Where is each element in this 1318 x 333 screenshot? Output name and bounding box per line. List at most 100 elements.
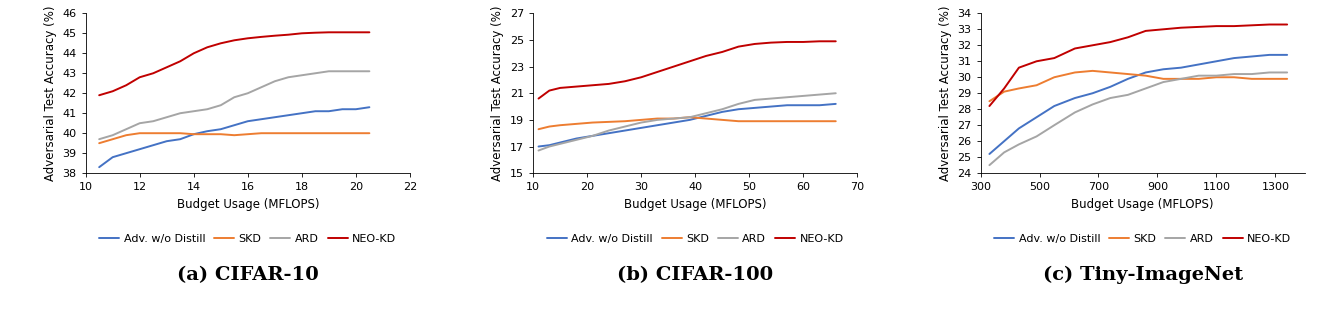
SKD: [568, 122, 584, 126]
SKD: [1120, 72, 1136, 76]
NEO-KD: [601, 82, 617, 86]
NEO-KD: [650, 70, 666, 74]
ARD: [1137, 87, 1153, 91]
NEO-KD: [568, 85, 584, 89]
SKD: [1280, 77, 1296, 81]
NEO-KD: [307, 31, 323, 35]
ARD: [199, 107, 215, 111]
SKD: [779, 119, 795, 123]
ARD: [585, 134, 601, 138]
NEO-KD: [1156, 27, 1172, 31]
SKD: [601, 120, 617, 124]
Adv. w/o Distill: [1028, 115, 1044, 119]
SKD: [585, 121, 601, 125]
ARD: [681, 115, 697, 119]
ARD: [601, 129, 617, 133]
ARD: [91, 137, 107, 141]
ARD: [982, 163, 998, 167]
SKD: [617, 119, 633, 123]
ARD: [105, 133, 121, 137]
SKD: [1011, 87, 1027, 91]
Adv. w/o Distill: [214, 127, 229, 131]
Line: Adv. w/o Distill: Adv. w/o Distill: [99, 107, 369, 167]
Y-axis label: Adversarial Test Accuracy (%): Adversarial Test Accuracy (%): [43, 5, 57, 181]
ARD: [348, 69, 364, 73]
ARD: [730, 102, 746, 106]
SKD: [214, 132, 229, 136]
NEO-KD: [1011, 66, 1027, 70]
Adv. w/o Distill: [812, 103, 828, 107]
ARD: [253, 85, 269, 89]
NEO-KD: [714, 50, 730, 54]
NEO-KD: [779, 40, 795, 44]
Adv. w/o Distill: [227, 123, 243, 127]
NEO-KD: [1261, 23, 1277, 27]
Line: ARD: ARD: [990, 73, 1288, 165]
SKD: [199, 132, 215, 136]
ARD: [1028, 135, 1044, 139]
ARD: [173, 111, 188, 115]
ARD: [714, 107, 730, 111]
ARD: [186, 109, 202, 113]
Adv. w/o Distill: [1280, 53, 1296, 57]
Adv. w/o Distill: [307, 109, 323, 113]
ARD: [240, 91, 256, 95]
ARD: [322, 69, 337, 73]
Line: Adv. w/o Distill: Adv. w/o Distill: [539, 104, 836, 147]
SKD: [91, 141, 107, 145]
Adv. w/o Distill: [699, 114, 714, 118]
SKD: [1085, 69, 1101, 73]
NEO-KD: [552, 86, 568, 90]
NEO-KD: [796, 40, 812, 44]
NEO-KD: [982, 104, 998, 108]
SKD: [982, 99, 998, 103]
Adv. w/o Distill: [1244, 55, 1260, 59]
SKD: [1068, 71, 1083, 75]
NEO-KD: [763, 41, 779, 45]
Adv. w/o Distill: [617, 129, 633, 133]
NEO-KD: [531, 97, 547, 101]
SKD: [105, 137, 121, 141]
ARD: [1085, 103, 1101, 107]
NEO-KD: [828, 39, 844, 43]
ARD: [1120, 93, 1136, 97]
ARD: [747, 98, 763, 102]
NEO-KD: [1046, 56, 1062, 60]
NEO-KD: [119, 83, 134, 87]
ARD: [268, 79, 283, 83]
ARD: [796, 94, 812, 98]
SKD: [747, 119, 763, 123]
SKD: [828, 119, 844, 123]
SKD: [996, 90, 1012, 94]
SKD: [666, 117, 681, 121]
Adv. w/o Distill: [542, 143, 558, 147]
Line: SKD: SKD: [990, 71, 1288, 101]
ARD: [1261, 71, 1277, 75]
NEO-KD: [294, 31, 310, 35]
NEO-KD: [322, 30, 337, 34]
NEO-KD: [1226, 24, 1242, 28]
ARD: [307, 71, 323, 75]
SKD: [650, 117, 666, 121]
SKD: [1226, 75, 1242, 79]
NEO-KD: [617, 79, 633, 83]
ARD: [812, 93, 828, 97]
Adv. w/o Distill: [1046, 104, 1062, 108]
Y-axis label: Adversarial Test Accuracy (%): Adversarial Test Accuracy (%): [938, 5, 952, 181]
Adv. w/o Distill: [281, 113, 297, 117]
ARD: [281, 75, 297, 79]
SKD: [699, 117, 714, 121]
Adv. w/o Distill: [1102, 85, 1118, 89]
SKD: [294, 131, 310, 135]
NEO-KD: [699, 54, 714, 58]
NEO-KD: [747, 42, 763, 46]
SKD: [542, 125, 558, 129]
Legend: Adv. w/o Distill, SKD, ARD, NEO-KD: Adv. w/o Distill, SKD, ARD, NEO-KD: [990, 230, 1296, 249]
Adv. w/o Distill: [714, 110, 730, 114]
ARD: [214, 103, 229, 107]
SKD: [1046, 75, 1062, 79]
NEO-KD: [1190, 25, 1206, 29]
Adv. w/o Distill: [1261, 53, 1277, 57]
Adv. w/o Distill: [633, 126, 648, 130]
Adv. w/o Distill: [763, 105, 779, 109]
